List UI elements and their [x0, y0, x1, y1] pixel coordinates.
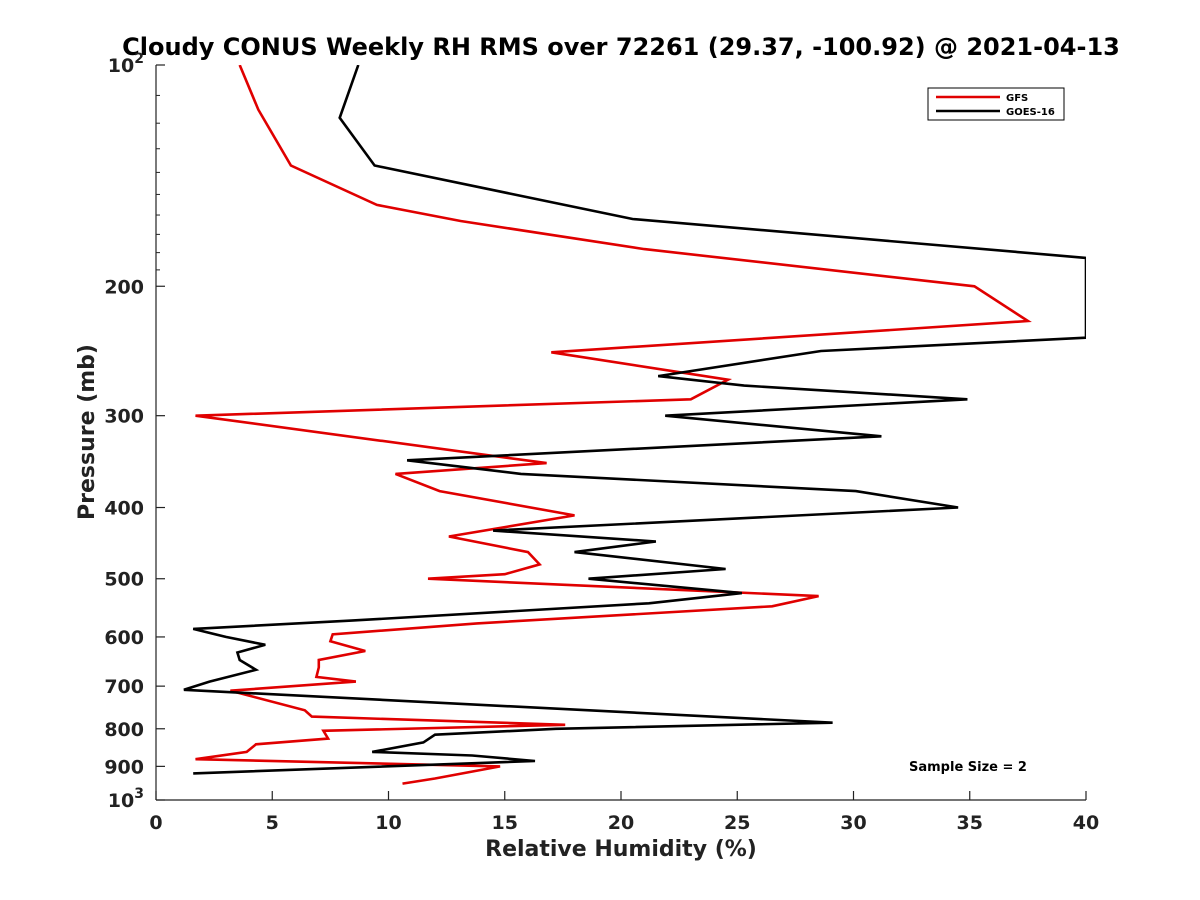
x-tick-label: 25: [724, 812, 750, 834]
x-tick-label: 10: [375, 812, 401, 834]
y-tick-label: 103: [108, 786, 144, 812]
y-tick-label: 600: [104, 627, 144, 649]
legend-label: GFS: [1006, 93, 1028, 104]
y-tick-label: 102: [108, 51, 144, 77]
legend-box: [927, 87, 1065, 121]
x-tick-label: 15: [492, 812, 518, 834]
y-tick-label: 200: [104, 276, 144, 298]
y-tick-label: 400: [104, 498, 144, 520]
x-tick-label: 40: [1073, 812, 1099, 834]
y-tick-label: 700: [104, 676, 144, 698]
y-tick-label: 900: [104, 756, 144, 778]
plot-background: [156, 65, 1086, 800]
sample-size-annotation: Sample Size = 2: [909, 760, 1027, 775]
legend-label: GOES-16: [1006, 107, 1055, 118]
y-axis-ticks: 102 200 300 400 500 600 700 800 900 103: [104, 51, 165, 812]
y-tick-label: 800: [104, 719, 144, 741]
x-tick-label: 0: [149, 812, 162, 834]
x-tick-label: 35: [957, 812, 983, 834]
x-axis-ticks: 0 5 10 15 20 25 30 35 40: [149, 791, 1099, 834]
plot-area: [156, 65, 1086, 800]
x-tick-label: 5: [266, 812, 279, 834]
series-layer: [183, 65, 1086, 785]
series-line-goes-16: [183, 65, 1086, 775]
chart-title: Cloudy CONUS Weekly RH RMS over 72261 (2…: [122, 33, 1120, 61]
x-tick-label: 20: [608, 812, 634, 834]
legend: GFS GOES-16: [927, 87, 1065, 121]
y-axis-title: Pressure (mb): [75, 344, 100, 520]
y-tick-label: 300: [104, 406, 144, 428]
x-tick-label: 30: [840, 812, 866, 834]
series-line-gfs: [195, 65, 1032, 785]
y-tick-label: 500: [104, 569, 144, 591]
x-axis-title: Relative Humidity (%): [485, 837, 757, 862]
